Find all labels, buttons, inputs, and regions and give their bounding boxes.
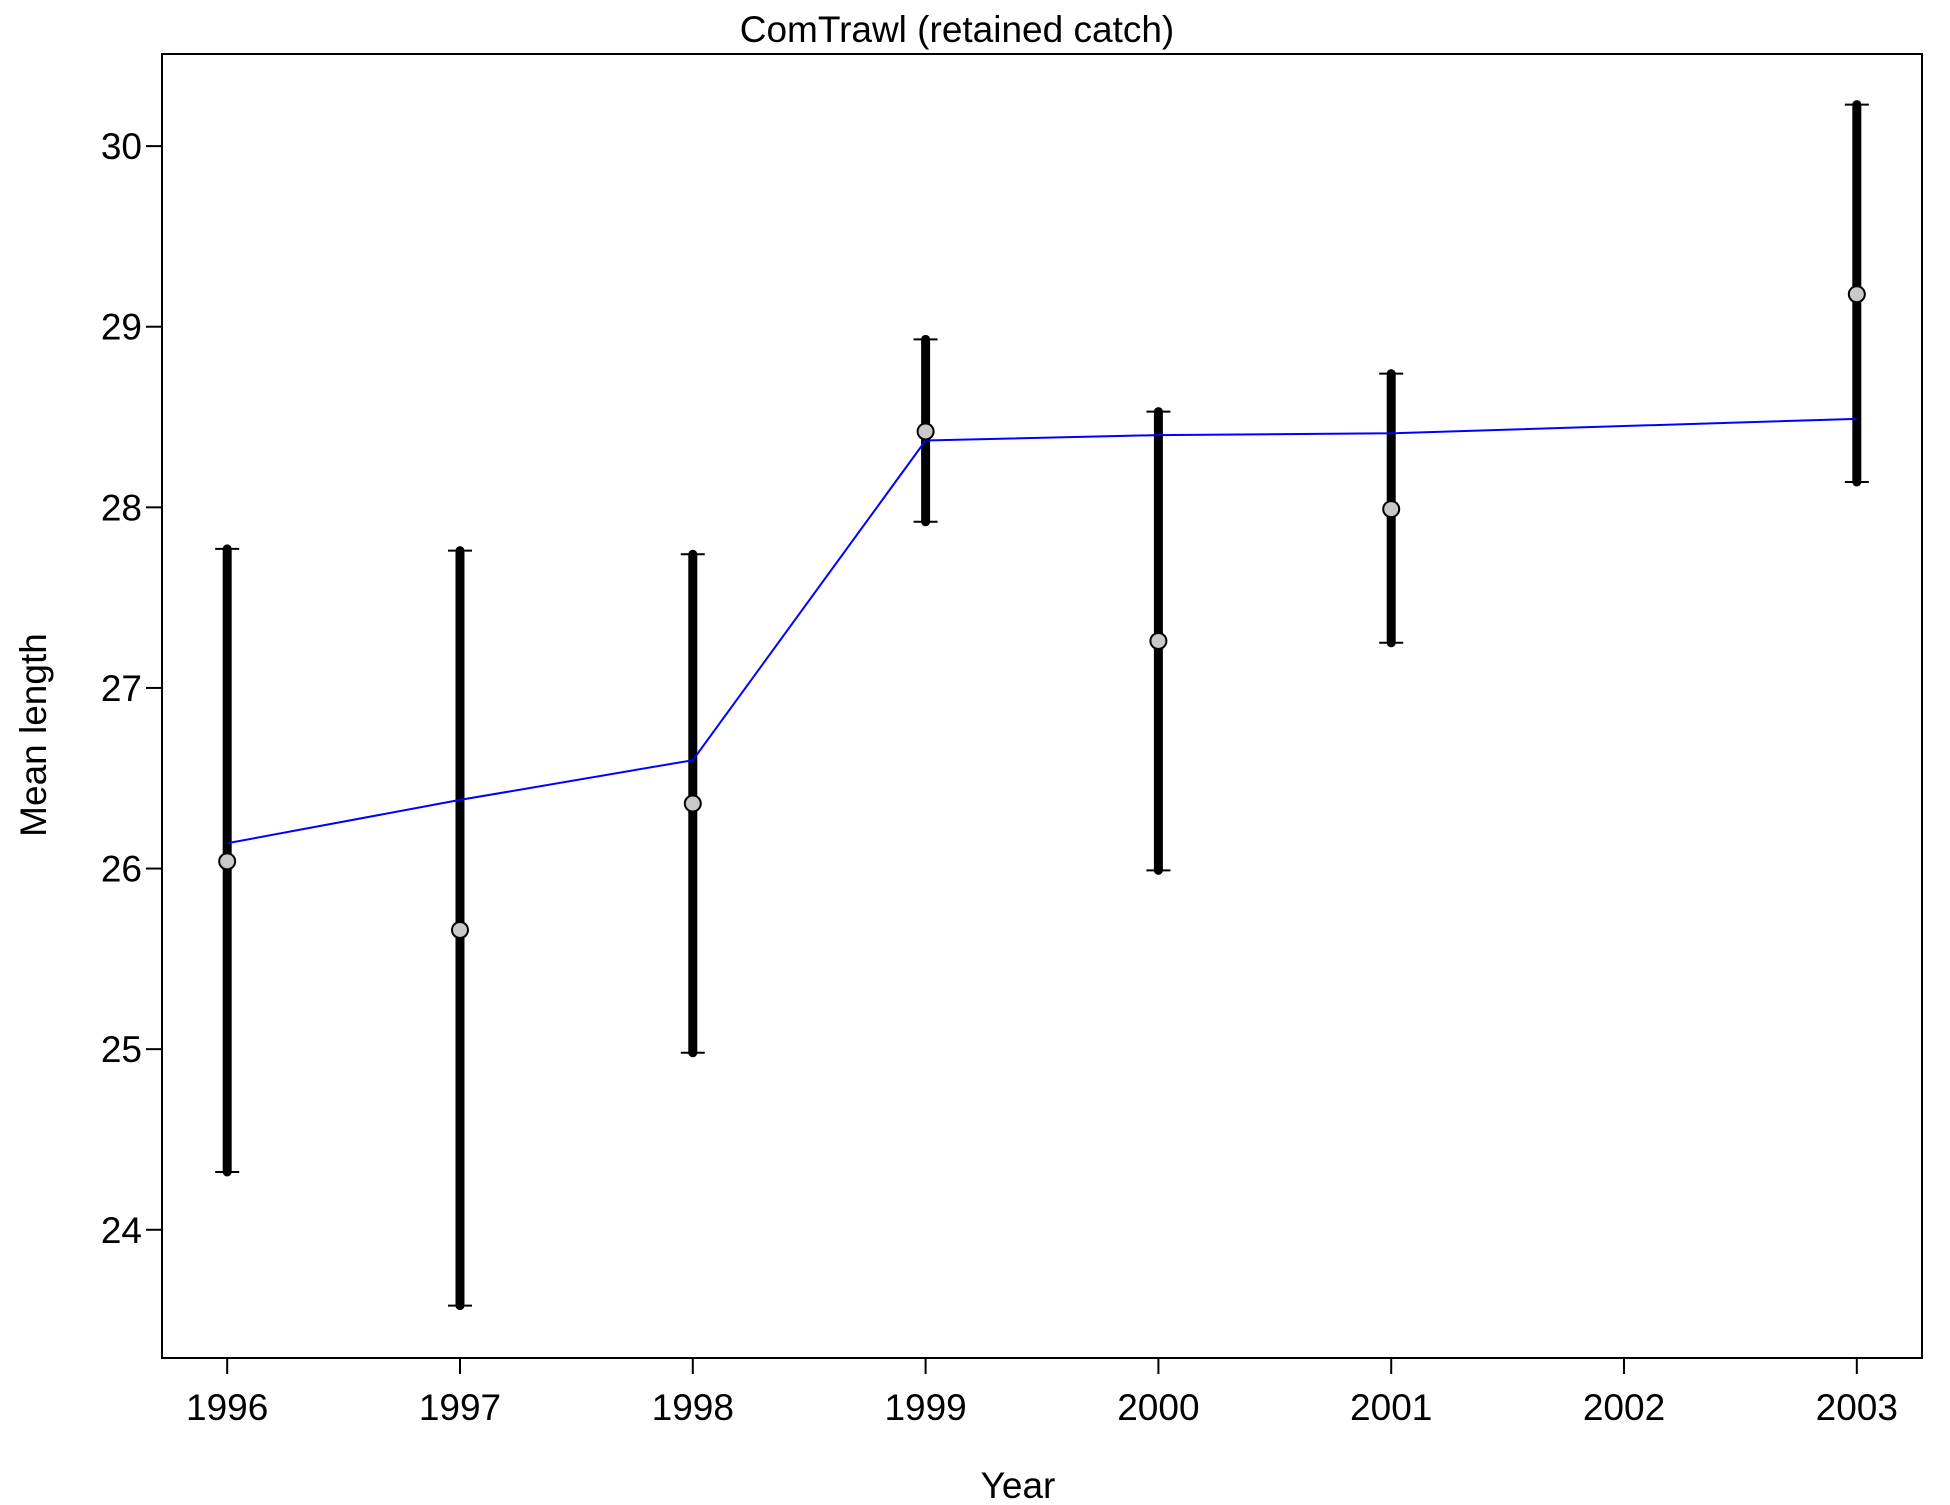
y-axis-label: Mean length (13, 633, 54, 837)
y-tick-label: 27 (101, 668, 142, 709)
data-point (218, 852, 237, 871)
y-tick-label: 28 (101, 487, 142, 528)
x-axis-label: Year (981, 1465, 1056, 1500)
y-tick-label: 30 (101, 126, 142, 167)
data-point (916, 422, 935, 441)
x-tick-label: 2003 (1816, 1387, 1898, 1428)
data-point (450, 920, 469, 939)
x-tick-label: 2000 (1117, 1387, 1199, 1428)
y-tick-label: 26 (101, 849, 142, 890)
y-tick-label: 25 (101, 1029, 142, 1070)
data-point (1149, 631, 1168, 650)
y-axis: 24 25 26 27 28 29 30 (101, 126, 162, 1251)
data-point (683, 794, 702, 813)
chart-title: ComTrawl (retained catch) (740, 9, 1175, 50)
data-point (1382, 500, 1401, 519)
x-tick-label: 2001 (1350, 1387, 1432, 1428)
y-tick-label: 29 (101, 307, 142, 348)
error-bars (215, 100, 1869, 1311)
x-tick-label: 1997 (419, 1387, 501, 1428)
expected-line (227, 417, 1857, 845)
plot-frame (161, 53, 1923, 1359)
x-tick-label: 1998 (652, 1387, 734, 1428)
observed-points (218, 285, 1866, 939)
data-point (1847, 285, 1866, 304)
y-tick-label: 24 (101, 1210, 142, 1251)
x-axis: 1996 1997 1998 1999 2000 2001 2002 2003 (186, 1358, 1898, 1428)
x-tick-label: 1999 (884, 1387, 966, 1428)
expected-series-line (227, 417, 1857, 845)
x-tick-label: 1996 (186, 1387, 268, 1428)
x-tick-label: 2002 (1583, 1387, 1665, 1428)
